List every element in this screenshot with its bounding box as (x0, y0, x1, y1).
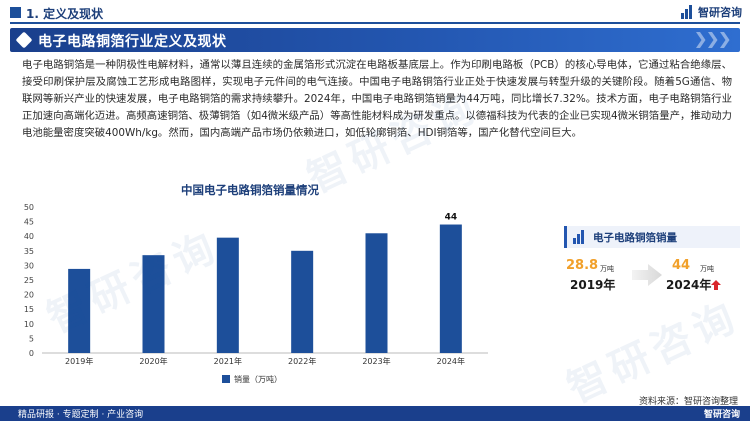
bar (291, 250, 314, 353)
data-label: 44 (445, 213, 458, 223)
stat-card-header: 电子电路铜箔销量 (564, 226, 740, 248)
bar (439, 224, 462, 353)
y-tick-label: 40 (24, 232, 34, 241)
stat-right-value: 44 (672, 258, 691, 273)
y-tick-label: 20 (24, 291, 34, 300)
bar (142, 255, 165, 353)
legend-swatch (222, 375, 230, 383)
source-note: 资料来源：智研咨询整理 (638, 397, 738, 407)
legend-label: 销量（万吨） (234, 374, 282, 384)
brand-logo-text: 智研咨询 (698, 6, 742, 19)
title-banner: 电子电路铜箔行业定义及现状 (10, 28, 740, 52)
page-title: 电子电路铜箔行业定义及现状 (38, 34, 227, 50)
footer-logo: 智研咨询 (703, 410, 740, 420)
y-tick-label: 30 (24, 261, 34, 270)
bar (365, 233, 388, 353)
y-tick-label: 10 (24, 320, 34, 329)
y-tick-label: 45 (24, 218, 34, 227)
arrow-right-icon (632, 264, 662, 286)
top-divider (10, 22, 740, 24)
x-tick-label: 2023年 (362, 356, 390, 366)
stat-card-title: 电子电路铜箔销量 (593, 231, 677, 244)
bar (216, 237, 239, 353)
bar (68, 268, 91, 353)
stat-left-year: 2019年 (570, 278, 616, 292)
x-tick-label: 2021年 (214, 356, 242, 366)
section-label: 1. 定义及现状 (26, 7, 104, 21)
y-tick-label: 35 (24, 247, 34, 256)
bar-chart-icon (573, 230, 587, 244)
brand-logo-icon (681, 5, 695, 19)
chart-title: 中国电子电路铜箔销量情况 (181, 183, 319, 197)
diamond-bullet-icon (15, 31, 33, 49)
y-tick-label: 50 (24, 203, 34, 212)
y-tick-label: 15 (24, 305, 34, 314)
y-tick-label: 5 (29, 334, 34, 343)
x-tick-label: 2019年 (65, 356, 93, 366)
brand-logo: 智研咨询 (681, 4, 742, 20)
stat-left-unit: 万吨 (600, 265, 614, 273)
top-bar: 1. 定义及现状 智研咨询 (0, 0, 750, 26)
footer-tagline: 精品研报 · 专题定制 · 产业咨询 (18, 410, 144, 420)
chevrons-decor-icon (696, 32, 730, 48)
arrow-up-icon (711, 280, 721, 290)
y-tick-label: 0 (29, 349, 34, 358)
x-tick-label: 2020年 (139, 356, 167, 366)
stat-right-year: 2024年 (666, 278, 712, 292)
stat-right-unit: 万吨 (700, 265, 714, 273)
x-tick-label: 2024年 (437, 356, 465, 366)
stat-left-value: 28.8 (566, 258, 599, 273)
intro-paragraph: 电子电路铜箔是一种阴极性电解材料，通常以薄且连续的金属箔形式沉淀在电路板基底层上… (22, 59, 732, 139)
sales-bar-chart: 0 5 10 15 20 25 30 35 40 45 50 2019年 2020年 2021年 2022年… (24, 203, 488, 384)
section-marker-icon (10, 7, 21, 18)
footer-bar: 精品研报 · 专题定制 · 产业咨询 智研咨询 (0, 406, 750, 421)
y-tick-label: 25 (24, 276, 34, 285)
x-tick-label: 2022年 (288, 356, 316, 366)
